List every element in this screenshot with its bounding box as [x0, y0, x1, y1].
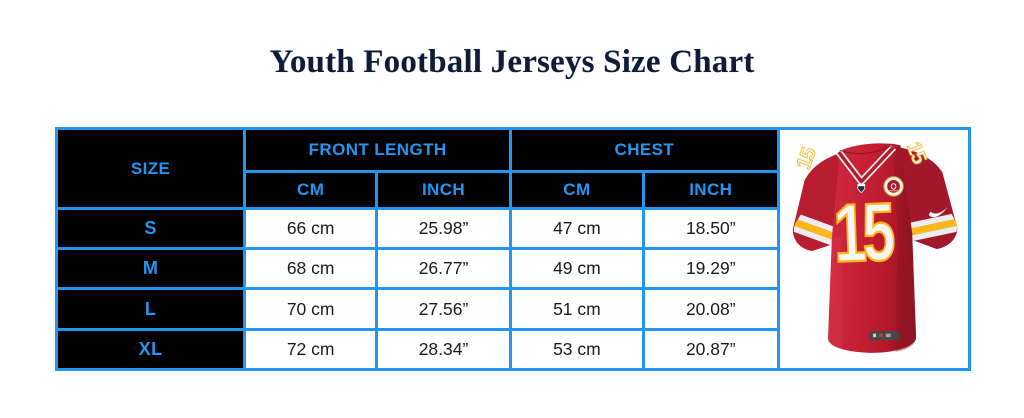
size-label: L — [54, 287, 247, 331]
jersey-photo-cell: 15 15 15 — [776, 127, 972, 371]
chest-cm-value: 49 cm — [508, 247, 645, 290]
header-row-units: CM INCH CM INCH — [57, 170, 970, 210]
jersey-image: 15 15 15 — [787, 138, 961, 353]
column-header-chest-inch: INCH — [641, 170, 780, 210]
chest-inch-value: 18.50” — [641, 207, 780, 250]
front-length-inch-value: 27.56” — [375, 287, 512, 331]
size-chart-table: SIZE FRONT LENGTH CHEST — [54, 127, 972, 371]
table-row-l: L 70 cm 27.56” 51 cm 20.08” — [54, 287, 970, 331]
chest-cm-value: 53 cm — [508, 328, 645, 371]
chest-cm-value: 51 cm — [508, 287, 645, 331]
chest-inch-value: 20.08” — [641, 287, 780, 331]
jersey-chest-number: 15 — [832, 186, 895, 280]
header-row-groups: SIZE FRONT LENGTH CHEST — [54, 127, 972, 371]
nfl-shield-icon — [857, 184, 865, 194]
size-label: XL — [54, 328, 247, 371]
page-title: Youth Football Jerseys Size Chart — [269, 44, 755, 80]
front-length-inch-value: 28.34” — [375, 328, 512, 371]
size-label: S — [54, 207, 247, 250]
table-row-m: M 68 cm 26.77” 49 cm 19.29” — [54, 247, 970, 290]
front-length-inch-value: 25.98” — [375, 207, 512, 250]
team-patch-icon — [883, 176, 904, 197]
table-row-xl: XL 72 cm 28.34” 53 cm 20.87” — [54, 328, 970, 371]
nike-swoosh-icon — [928, 207, 948, 218]
column-header-front-length: FRONT LENGTH — [243, 127, 512, 173]
column-header-front-cm: CM — [243, 170, 379, 210]
front-length-cm-value: 72 cm — [243, 328, 379, 371]
front-length-inch-value: 26.77” — [375, 247, 512, 290]
chest-inch-value: 20.87” — [641, 328, 780, 371]
table-row-s: S 66 cm 25.98” 47 cm 18.50” — [54, 207, 970, 250]
column-header-chest-cm: CM — [508, 170, 645, 210]
chest-cm-value: 47 cm — [508, 207, 645, 250]
chest-inch-value: 19.29” — [641, 247, 780, 290]
column-header-front-inch: INCH — [375, 170, 512, 210]
size-label: M — [54, 247, 247, 290]
jersey-jock-tag — [869, 331, 900, 341]
column-header-size: SIZE — [54, 127, 247, 210]
front-length-cm-value: 66 cm — [243, 207, 379, 250]
column-header-chest: CHEST — [508, 127, 780, 173]
front-length-cm-value: 68 cm — [243, 247, 379, 290]
front-length-cm-value: 70 cm — [243, 287, 379, 331]
jersey-collar — [835, 144, 896, 185]
